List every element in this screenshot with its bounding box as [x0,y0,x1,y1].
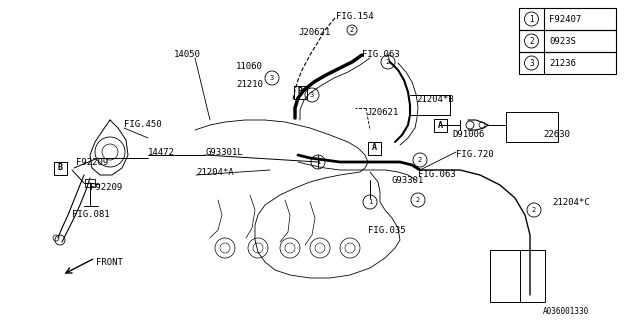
Text: F92407: F92407 [549,14,581,23]
Text: 21236: 21236 [549,59,576,68]
Bar [367,141,381,155]
Text: 2: 2 [418,157,422,163]
Text: B: B [58,164,63,172]
Text: FIG.063: FIG.063 [362,50,399,59]
Text: A036001330: A036001330 [543,307,589,316]
Text: 22630: 22630 [543,130,570,139]
Text: 21204*A: 21204*A [196,168,234,177]
Text: 14050: 14050 [174,50,201,59]
Text: B: B [298,87,303,97]
Text: 2: 2 [529,36,534,45]
Text: 3: 3 [270,75,274,81]
Text: 2: 2 [386,59,390,65]
Text: 2: 2 [532,207,536,213]
Text: 2: 2 [416,197,420,203]
Text: J20621: J20621 [366,108,398,117]
Text: 3: 3 [529,59,534,68]
Bar [490,250,545,302]
Bar [433,118,447,132]
Text: 2: 2 [350,27,354,33]
Text: J20621: J20621 [298,28,330,37]
Text: 11060: 11060 [236,62,263,71]
Bar [519,52,616,74]
Text: FIG.081: FIG.081 [72,210,109,219]
Text: FIG.063: FIG.063 [418,170,456,179]
Text: 14472: 14472 [148,148,175,157]
Text: F92209: F92209 [76,158,108,167]
Text: FIG.035: FIG.035 [368,226,406,235]
Text: D91006: D91006 [452,130,484,139]
Text: 21204*C: 21204*C [552,198,589,207]
Text: F92209: F92209 [90,183,122,192]
Text: FRONT: FRONT [96,258,123,267]
Text: 1: 1 [316,159,320,165]
Text: G93301: G93301 [392,176,424,185]
Bar [85,179,95,187]
Text: FIG.720: FIG.720 [456,150,493,159]
Text: 21204*B: 21204*B [416,95,454,104]
Text: 0923S: 0923S [549,36,576,45]
Text: 1: 1 [529,14,534,23]
Bar [519,30,616,52]
Bar [519,8,616,30]
Text: A: A [438,121,442,130]
Bar [54,162,67,174]
Bar [506,112,558,142]
Text: G93301L: G93301L [205,148,243,157]
Text: FIG.154: FIG.154 [336,12,374,21]
Text: 1: 1 [368,199,372,205]
Text: 3: 3 [310,92,314,98]
Text: 21210: 21210 [236,80,263,89]
Bar [294,85,307,99]
Text: FIG.450: FIG.450 [124,120,162,129]
Text: A: A [371,143,376,153]
